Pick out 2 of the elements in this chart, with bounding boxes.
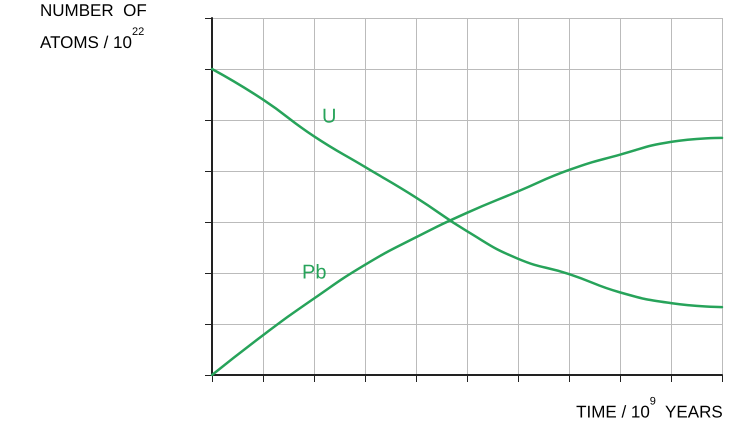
series-label: U [322, 105, 336, 128]
series-label: Pb [302, 262, 326, 284]
